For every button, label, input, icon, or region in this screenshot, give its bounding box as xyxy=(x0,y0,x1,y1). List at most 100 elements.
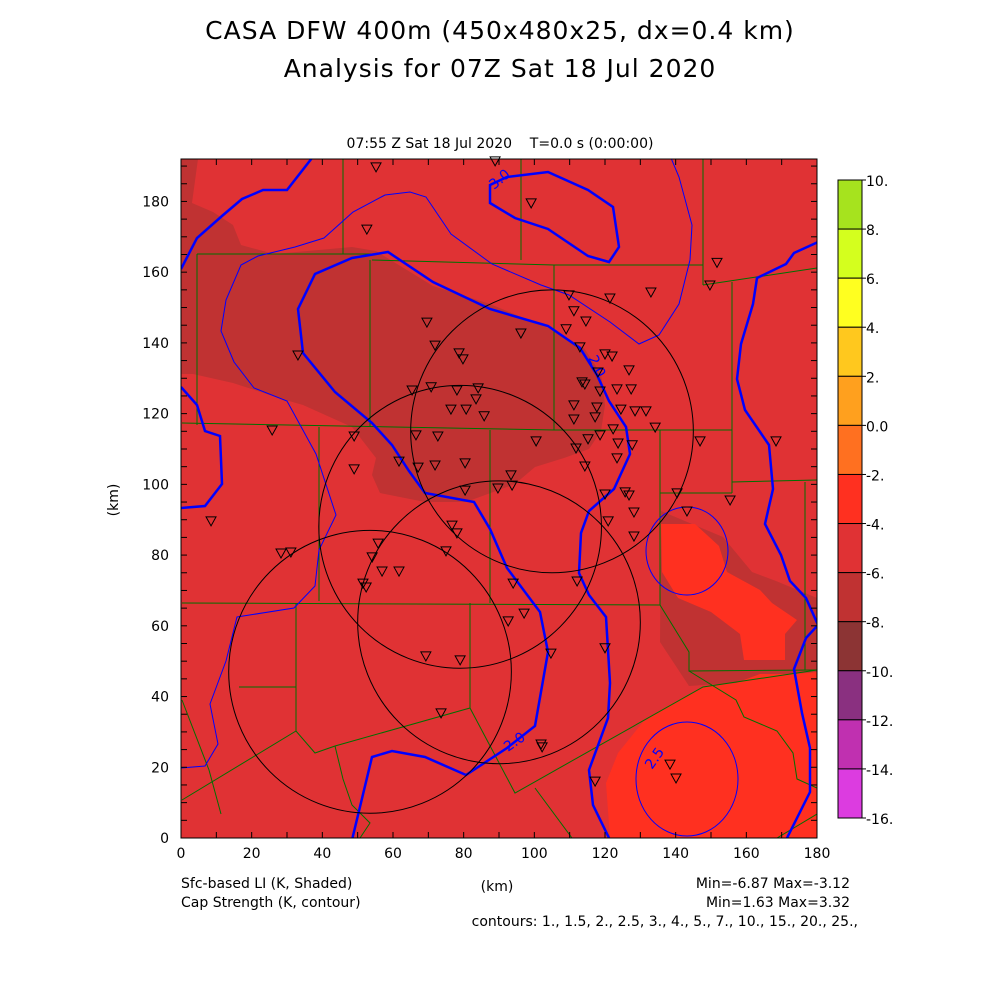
station-marker-icon xyxy=(591,402,603,413)
county-boundaries xyxy=(181,159,817,838)
station-marker-icon xyxy=(292,350,304,362)
station-marker-icon xyxy=(429,460,441,471)
station-marker-icon xyxy=(410,430,422,441)
station-marker-icon xyxy=(681,506,693,517)
colorbar-label: -16. xyxy=(866,812,893,828)
x-axis-label: (km) xyxy=(481,879,514,895)
colorbar-label: -10. xyxy=(866,665,893,681)
contour-levels: contours: 1., 1.5, 2., 2.5, 3., 4., 5., … xyxy=(471,914,858,930)
station-marker-icon xyxy=(545,648,557,660)
station-marker-icon xyxy=(560,324,572,335)
station-marker-icon xyxy=(612,438,624,450)
colorbar-swatch xyxy=(837,670,863,721)
station-marker-icon xyxy=(440,546,452,557)
colorbar-label: 2. xyxy=(866,370,879,386)
contour-2-0-east xyxy=(735,241,817,838)
station-marker-icon xyxy=(625,384,637,395)
station-marker-icon xyxy=(275,548,287,560)
y-tick-label: 60 xyxy=(151,619,169,635)
y-tick-label: 180 xyxy=(142,194,169,210)
radar-ring xyxy=(357,480,641,765)
station-marker-icon xyxy=(580,316,592,328)
x-tick-label: 180 xyxy=(804,846,831,862)
shaded-field-label: Sfc-based LI (K, Shaded) xyxy=(181,876,353,892)
contour-2-5-southeast xyxy=(635,721,739,837)
station-marker-icon xyxy=(570,443,582,455)
station-marker-icon xyxy=(525,198,538,209)
station-marker-icon xyxy=(412,462,424,474)
contour-2-0 xyxy=(296,250,632,838)
station-markers xyxy=(205,156,782,788)
colorbar-label: 10. xyxy=(866,174,888,190)
station-marker-icon xyxy=(602,516,615,527)
station-marker-icon xyxy=(348,464,360,475)
colorbar-label: -4. xyxy=(866,518,884,534)
x-tick-label: 0 xyxy=(177,846,186,862)
station-marker-icon xyxy=(629,406,641,417)
station-marker-icon xyxy=(470,394,482,405)
x-tick-label: 160 xyxy=(733,846,760,862)
station-marker-icon xyxy=(615,404,627,416)
axis-tick-labels: 0 20 40 60 80 100 120 140 160 180 0 20 40 60 80 100 120 1… xyxy=(142,194,830,862)
station-marker-icon xyxy=(579,461,591,473)
station-marker-icon xyxy=(361,224,373,236)
station-marker-icon xyxy=(435,708,447,719)
station-marker-icon xyxy=(376,566,388,578)
axis-ticks xyxy=(180,159,818,839)
station-marker-icon xyxy=(451,385,463,397)
station-marker-icon xyxy=(649,422,662,434)
plot-subtitle: Analysis for 07Z Sat 18 Jul 2020 xyxy=(283,54,717,83)
station-marker-icon xyxy=(619,487,631,498)
station-marker-icon xyxy=(457,354,469,365)
contour-1-5 xyxy=(181,159,693,769)
station-marker-icon xyxy=(611,453,623,464)
station-marker-icon xyxy=(599,489,611,500)
station-marker-icon xyxy=(505,470,517,481)
shade-region-dark xyxy=(181,159,605,502)
station-marker-icon xyxy=(594,386,606,398)
station-marker-icon xyxy=(664,759,676,771)
station-marker-icon xyxy=(348,431,360,442)
station-marker-icon xyxy=(579,379,591,391)
contour-2-0-northwest xyxy=(181,159,313,270)
shade-region-bright-southeast xyxy=(606,672,817,838)
station-marker-icon xyxy=(360,582,372,594)
contour-minmax: Min=1.63 Max=3.32 xyxy=(705,895,850,911)
station-marker-icon xyxy=(421,317,433,329)
x-tick-label: 80 xyxy=(455,846,473,862)
station-marker-icon xyxy=(432,431,444,442)
station-marker-icon xyxy=(425,382,438,393)
station-marker-icon xyxy=(285,547,297,558)
station-marker-icon xyxy=(459,485,471,497)
shade-region-bright-east xyxy=(661,524,797,660)
station-marker-icon xyxy=(370,162,382,173)
station-marker-icon xyxy=(704,280,716,291)
station-marker-icon xyxy=(492,483,504,494)
colorbar-label: -6. xyxy=(866,567,884,583)
station-marker-icon xyxy=(568,306,580,317)
station-marker-icon xyxy=(589,412,601,423)
colorbar-label: -12. xyxy=(866,714,893,730)
station-marker-icon xyxy=(626,440,639,451)
colorbar-label: -8. xyxy=(866,616,884,632)
station-marker-icon xyxy=(454,655,466,666)
station-marker-icon xyxy=(420,651,432,662)
station-marker-icon xyxy=(770,436,782,447)
colorbar-label: -2. xyxy=(866,468,884,484)
station-marker-icon xyxy=(530,436,542,447)
colorbar-label: 8. xyxy=(866,223,879,239)
y-tick-label: 40 xyxy=(151,690,169,706)
station-marker-icon xyxy=(563,290,575,301)
colorbar-swatch xyxy=(837,326,863,377)
station-marker-icon xyxy=(574,342,586,353)
station-marker-icon xyxy=(568,414,580,426)
x-tick-label: 120 xyxy=(592,846,619,862)
station-marker-icon xyxy=(429,340,441,352)
station-marker-icon xyxy=(670,773,682,784)
colorbar-swatch xyxy=(837,621,863,672)
valid-time-label: 07:55 Z Sat 18 Jul 2020 T=0.0 s (0:00:00… xyxy=(346,136,654,152)
y-tick-label: 120 xyxy=(142,407,169,423)
station-marker-icon xyxy=(671,488,683,499)
station-marker-icon xyxy=(506,480,518,492)
station-marker-icon xyxy=(571,576,583,587)
